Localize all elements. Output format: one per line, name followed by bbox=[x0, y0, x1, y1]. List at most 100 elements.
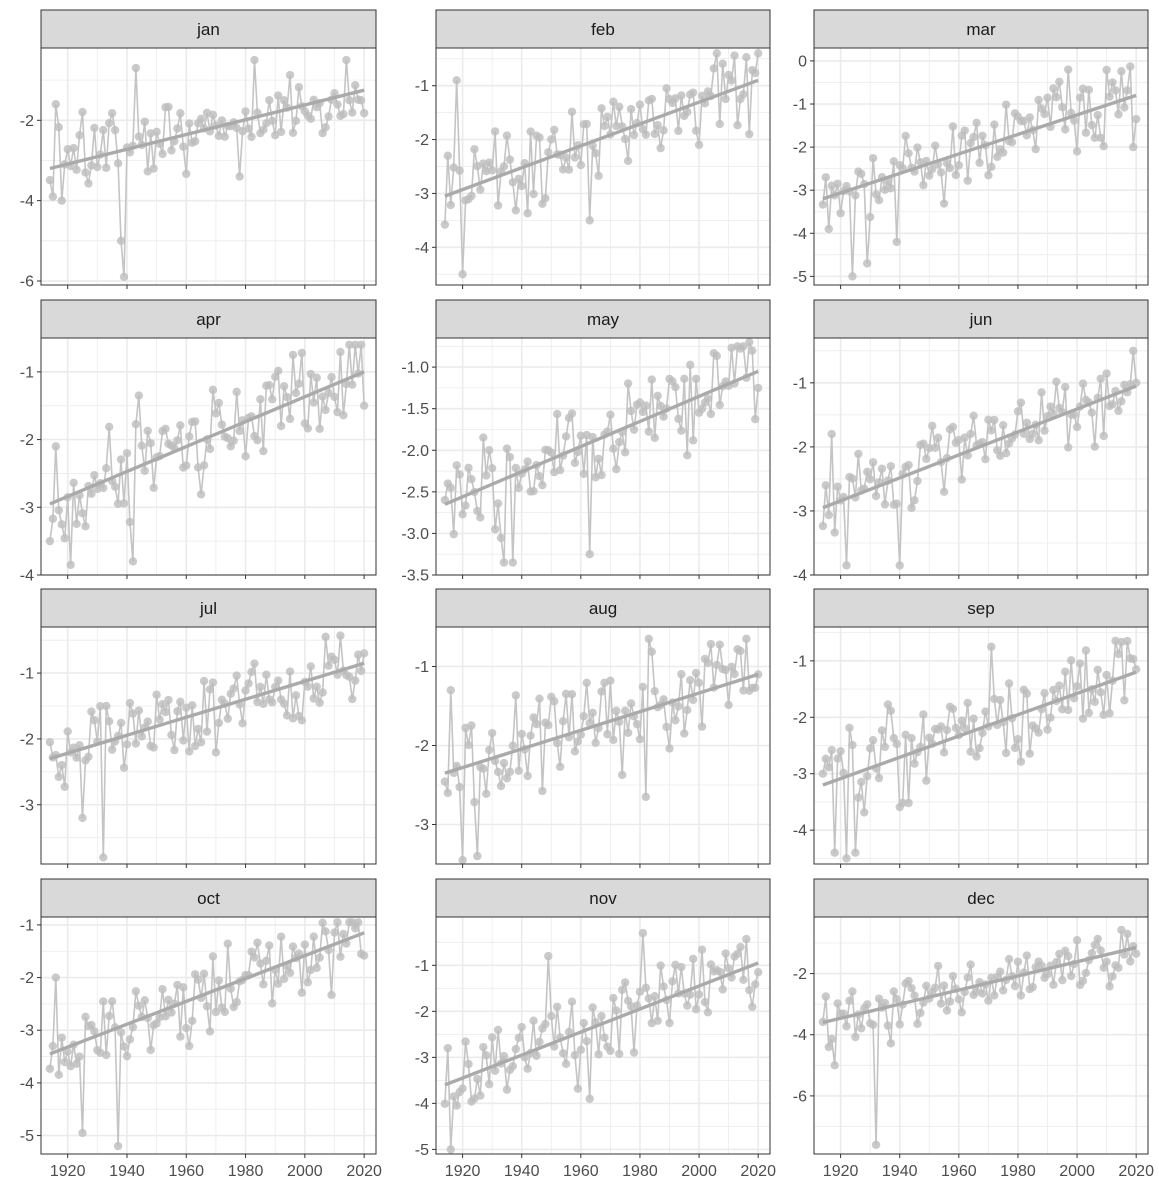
data-point bbox=[443, 1043, 453, 1053]
data-point bbox=[146, 1045, 155, 1055]
data-point bbox=[155, 715, 164, 724]
data-point bbox=[620, 706, 630, 715]
data-point bbox=[288, 942, 298, 951]
data-point bbox=[443, 788, 453, 798]
trend-line bbox=[822, 384, 1137, 510]
data-point bbox=[998, 420, 1008, 430]
data-point bbox=[683, 451, 692, 460]
data-point bbox=[715, 119, 724, 129]
data-point bbox=[688, 695, 698, 705]
data-point bbox=[1084, 85, 1094, 94]
data-point bbox=[727, 76, 736, 85]
data-point bbox=[315, 953, 324, 962]
data-point bbox=[333, 918, 342, 927]
data-point bbox=[102, 163, 111, 172]
facet-strip-label: mar bbox=[966, 20, 996, 39]
data-point bbox=[1105, 92, 1114, 101]
data-point bbox=[552, 738, 562, 748]
data-point bbox=[1120, 696, 1129, 705]
facet-strip-label: apr bbox=[196, 310, 221, 329]
data-point bbox=[715, 400, 724, 410]
data-point bbox=[706, 409, 716, 419]
data-point bbox=[1069, 116, 1079, 125]
data-point bbox=[440, 1099, 450, 1108]
data-point bbox=[312, 682, 321, 691]
data-point bbox=[647, 647, 656, 656]
data-point bbox=[969, 714, 978, 723]
data-point bbox=[706, 639, 716, 649]
data-point bbox=[113, 159, 123, 168]
data-point bbox=[1063, 65, 1073, 74]
data-point bbox=[984, 415, 993, 424]
data-point bbox=[1022, 951, 1032, 960]
facet-strip-label: jun bbox=[969, 310, 993, 329]
data-point bbox=[125, 517, 135, 527]
data-point bbox=[196, 738, 206, 747]
data-point bbox=[683, 107, 692, 117]
data-point bbox=[182, 461, 191, 470]
data-point bbox=[1025, 113, 1034, 122]
data-point bbox=[122, 1051, 132, 1061]
data-point bbox=[904, 149, 913, 158]
data-point bbox=[703, 1008, 713, 1017]
data-point bbox=[697, 91, 707, 100]
data-point bbox=[1081, 646, 1091, 655]
data-point bbox=[839, 768, 848, 778]
data-point bbox=[928, 164, 937, 174]
data-point bbox=[830, 528, 839, 537]
data-point bbox=[499, 758, 509, 768]
data-point bbox=[327, 372, 336, 382]
data-point bbox=[190, 137, 200, 146]
data-point bbox=[93, 162, 102, 172]
data-point bbox=[485, 1080, 494, 1089]
data-point bbox=[1108, 78, 1117, 87]
data-point bbox=[1093, 665, 1102, 675]
data-point bbox=[591, 738, 600, 748]
data-point bbox=[703, 394, 713, 403]
data-point bbox=[1087, 120, 1097, 130]
data-point bbox=[276, 421, 286, 431]
y-tick-label: -2 bbox=[415, 132, 429, 149]
data-point bbox=[250, 953, 259, 962]
data-point bbox=[984, 171, 993, 180]
data-point bbox=[205, 1027, 215, 1036]
data-point bbox=[99, 483, 108, 493]
x-tick-label: 1940 bbox=[882, 1163, 918, 1180]
data-point bbox=[214, 976, 224, 985]
data-point bbox=[751, 683, 760, 692]
y-tick-label: -1 bbox=[415, 958, 429, 975]
data-point bbox=[294, 83, 304, 92]
data-point bbox=[700, 997, 710, 1007]
data-point bbox=[833, 754, 842, 763]
data-point bbox=[479, 433, 488, 442]
data-point bbox=[273, 91, 283, 100]
data-point bbox=[78, 1128, 87, 1138]
data-point bbox=[730, 51, 739, 60]
panel-apr: apr -4 -3 -2 -1 bbox=[20, 299, 377, 585]
data-point bbox=[709, 64, 719, 73]
data-point bbox=[75, 1052, 84, 1061]
data-point bbox=[187, 701, 197, 710]
data-point bbox=[306, 662, 315, 671]
data-point bbox=[526, 127, 535, 136]
data-point bbox=[119, 763, 129, 772]
data-point bbox=[933, 961, 943, 971]
data-point bbox=[87, 489, 96, 499]
data-point bbox=[1087, 948, 1097, 958]
data-point bbox=[677, 962, 686, 972]
data-point bbox=[638, 682, 648, 692]
facet-strip bbox=[435, 299, 771, 339]
data-point bbox=[185, 747, 194, 756]
data-point bbox=[544, 951, 553, 961]
facet-strip bbox=[40, 588, 377, 628]
facet-strip bbox=[813, 9, 1149, 49]
data-point bbox=[473, 506, 482, 516]
data-point bbox=[517, 729, 526, 739]
data-point bbox=[122, 740, 132, 749]
data-point bbox=[87, 1020, 96, 1030]
data-point bbox=[683, 1001, 692, 1010]
data-point bbox=[871, 491, 881, 501]
data-point bbox=[889, 987, 899, 996]
data-point bbox=[179, 142, 188, 151]
data-point bbox=[176, 697, 185, 707]
